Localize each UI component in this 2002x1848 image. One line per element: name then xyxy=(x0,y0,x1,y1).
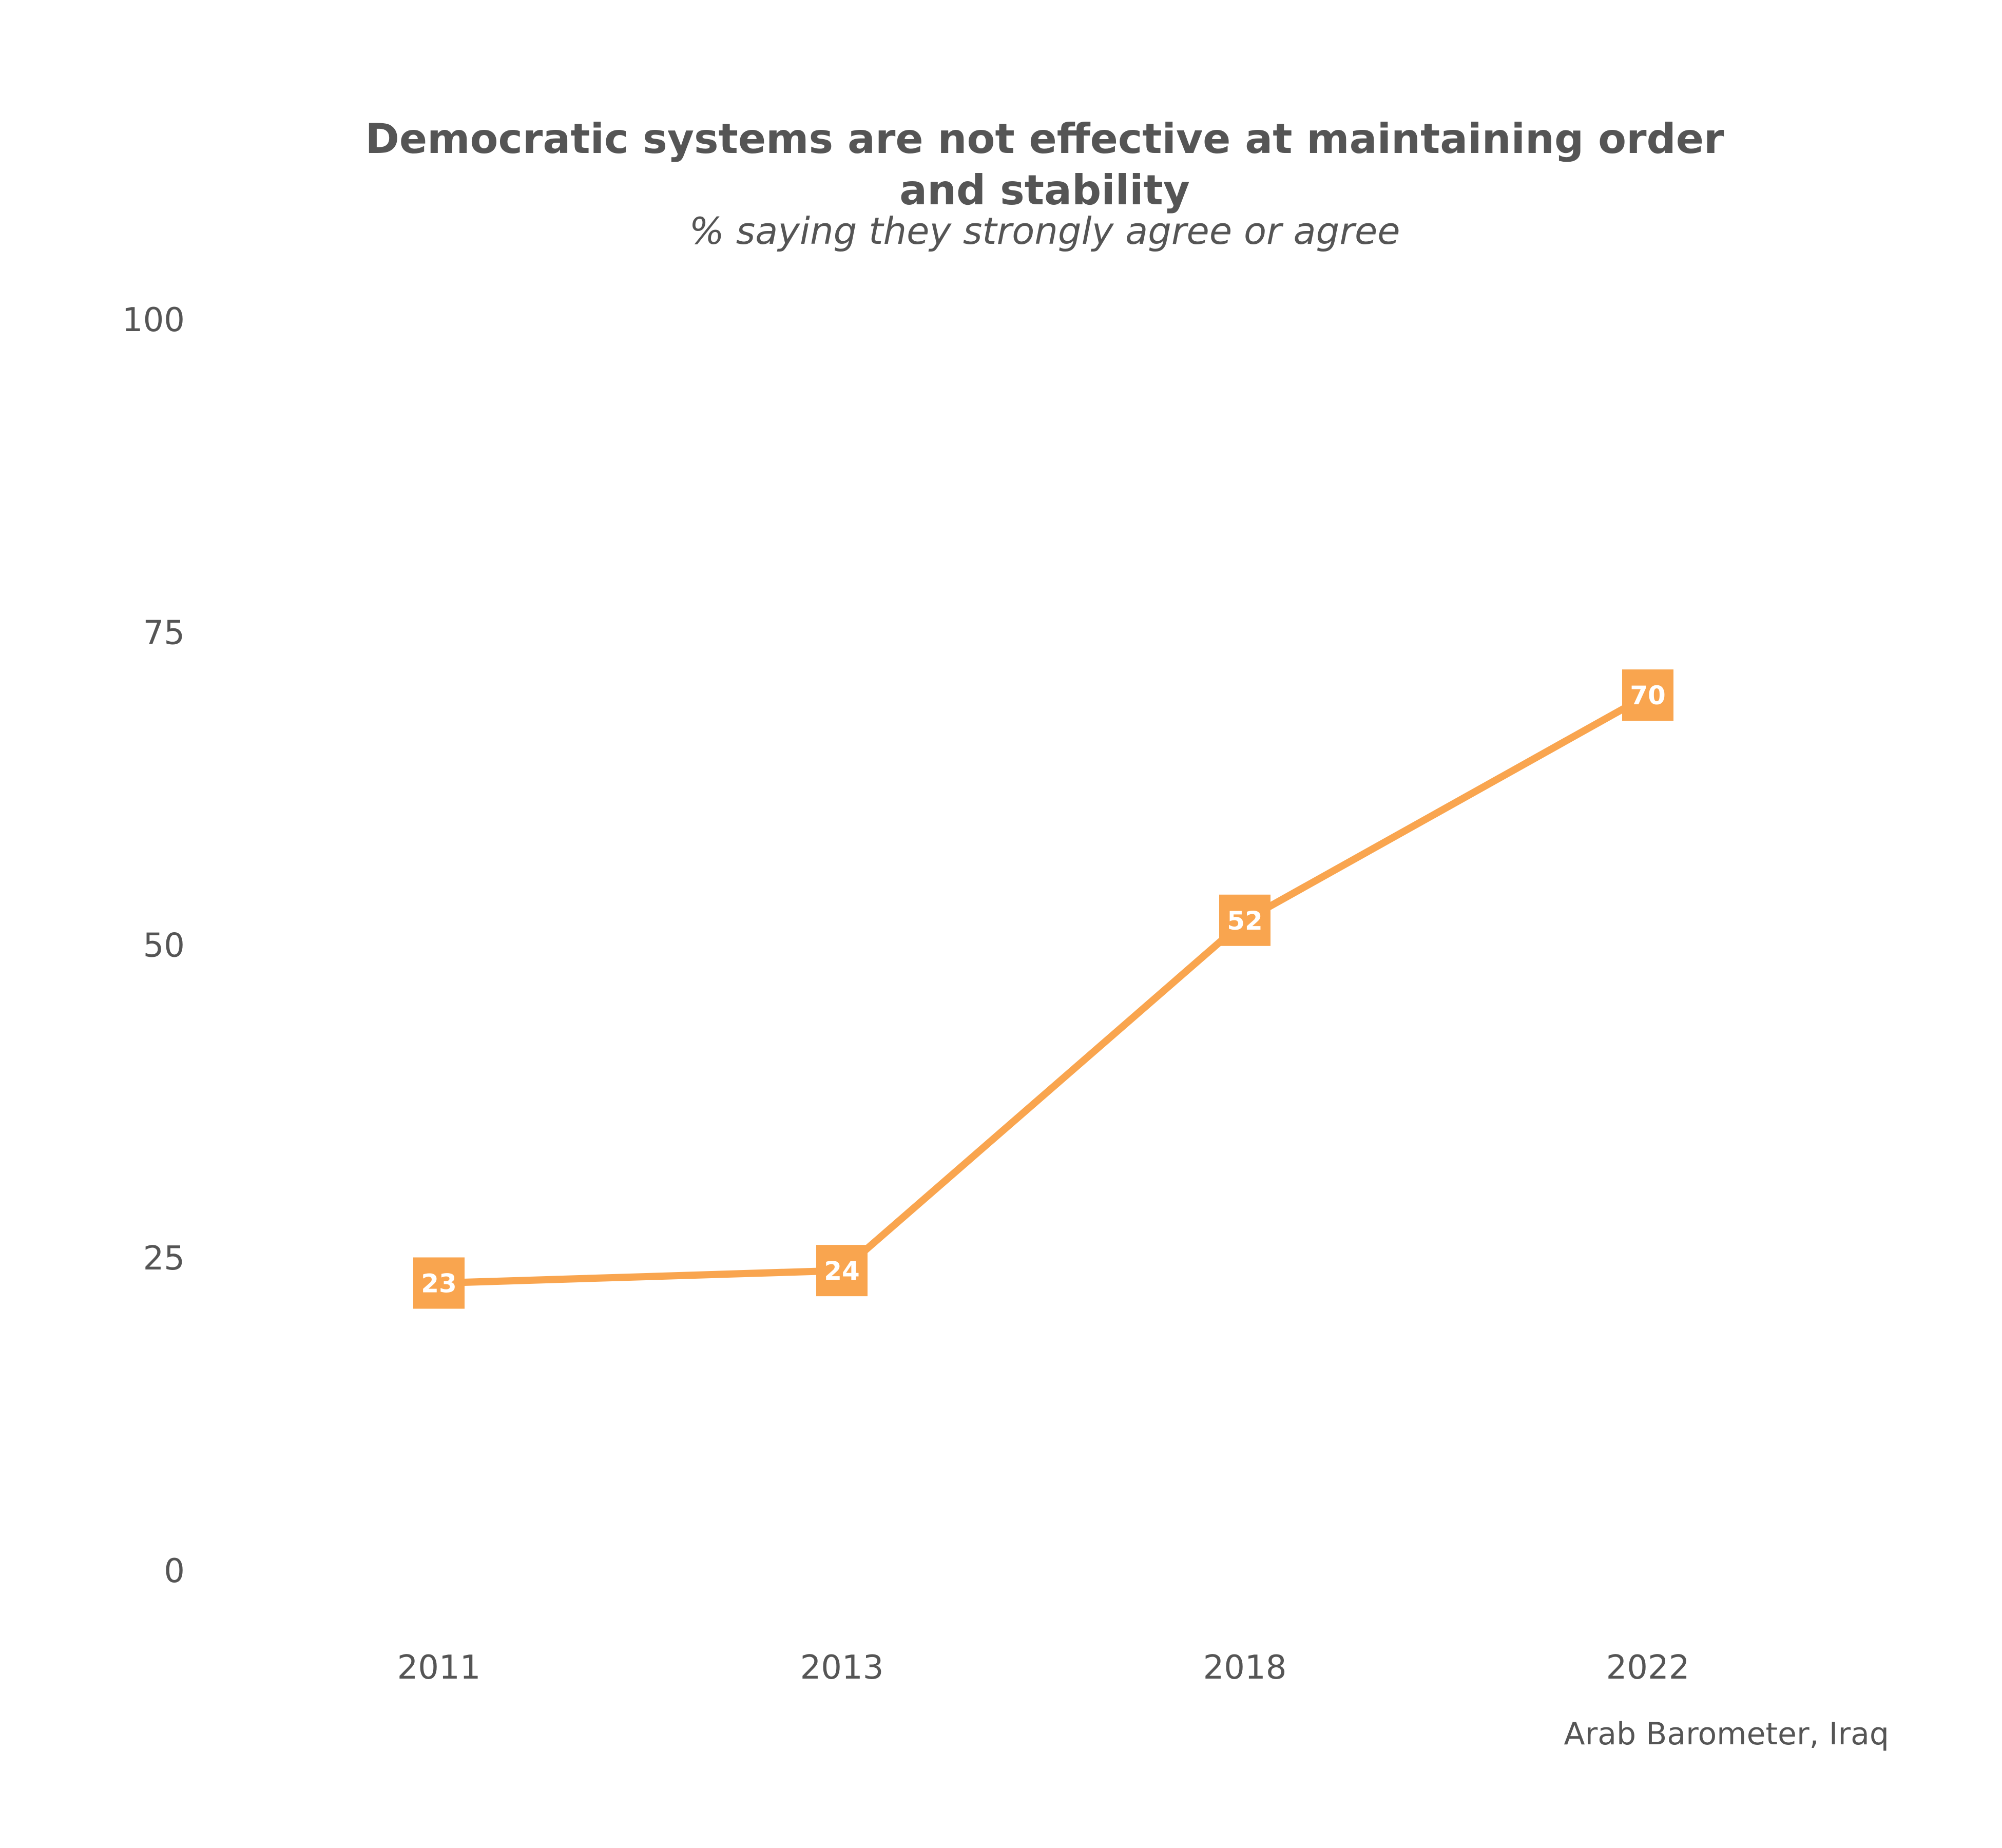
data-point-marker xyxy=(1622,669,1673,721)
data-point-marker xyxy=(413,1257,465,1309)
data-label: 24 xyxy=(824,1256,860,1286)
chart-title-line-2: and stability xyxy=(899,166,1190,214)
x-tick-label: 2022 xyxy=(1606,1649,1690,1687)
data-label: 52 xyxy=(1227,906,1263,936)
data-point-marker xyxy=(1219,894,1270,946)
x-tick-label: 2013 xyxy=(800,1649,884,1687)
chart-caption: Arab Barometer, Iraq xyxy=(1564,1716,1889,1752)
y-tick-label: 75 xyxy=(143,614,185,652)
x-tick-label: 2011 xyxy=(397,1649,481,1687)
data-label: 23 xyxy=(421,1268,457,1298)
y-tick-label: 25 xyxy=(143,1240,185,1278)
data-label: 70 xyxy=(1630,681,1666,710)
series-layer: 23 24 52 70 xyxy=(413,669,1673,1309)
y-tick-label: 100 xyxy=(122,301,185,339)
y-axis: 0 25 50 75 100 xyxy=(122,301,185,1590)
x-tick-label: 2018 xyxy=(1203,1649,1287,1687)
y-tick-label: 50 xyxy=(143,927,185,965)
data-point-marker xyxy=(816,1245,868,1297)
y-tick-label: 0 xyxy=(164,1552,185,1590)
chart-title-line-1: Democratic systems are not effective at … xyxy=(365,115,1725,163)
x-axis: 2011 2013 2018 2022 xyxy=(397,1649,1690,1687)
chart-subtitle: % saying they strongly agree or agree xyxy=(689,209,1400,253)
series-line xyxy=(435,691,1651,1287)
